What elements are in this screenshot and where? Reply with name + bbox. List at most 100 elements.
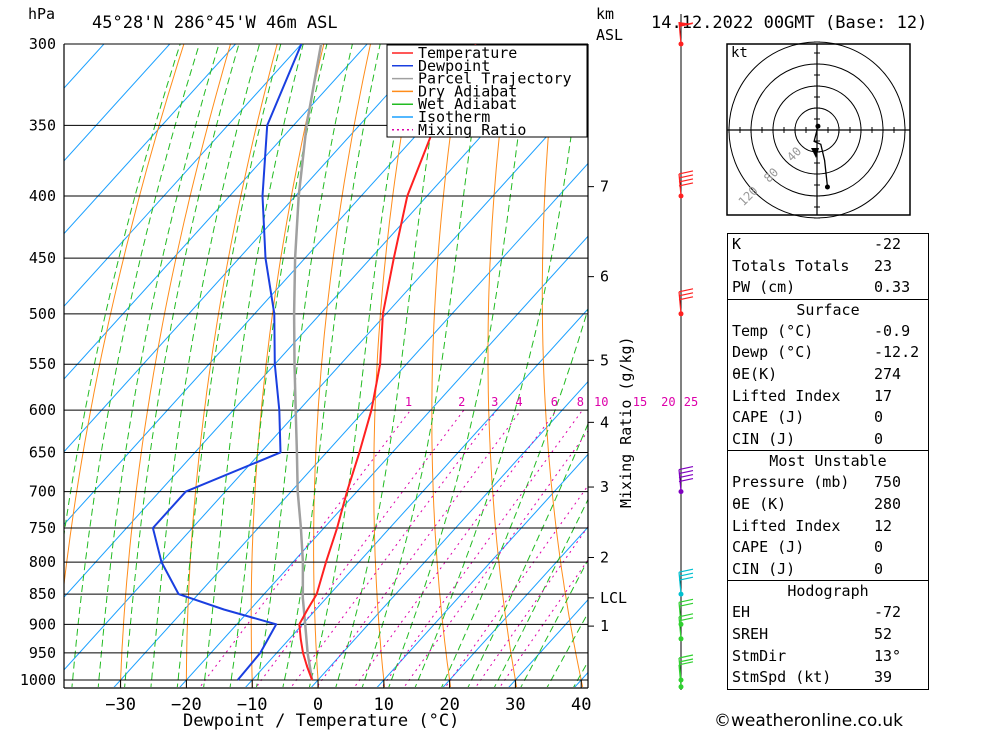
mixing-ratio-line: [290, 409, 498, 687]
index-value: 17: [874, 386, 893, 405]
mixing-ratio-line: [316, 409, 522, 687]
isotherm-line: [64, 44, 171, 162]
surface-title: Surface: [796, 300, 860, 319]
wet-adiabat-line: [308, 44, 412, 687]
dry-adiabat-line: [487, 44, 518, 687]
profiles: [151, 44, 477, 681]
wind-barb-feather: [678, 572, 694, 577]
legend-entry: Temperature: [418, 44, 517, 62]
wind-barb-feather: [678, 576, 694, 581]
index-label: PW (cm): [732, 278, 796, 297]
index-value: 0: [874, 559, 884, 578]
wind-barb-feather: [678, 568, 694, 573]
height-ref-label: ASL: [596, 26, 623, 44]
index-row: PW (cm) 0.33: [728, 277, 928, 299]
legend-entry: Dewpoint: [418, 57, 490, 75]
pressure-tick-label: 950: [29, 644, 56, 662]
wind-barb-feather: [678, 654, 694, 659]
wind-barb-feather: [678, 658, 694, 663]
wind-barb-feather: [678, 477, 694, 483]
index-value: -22: [874, 235, 902, 253]
index-row: EH -72: [728, 602, 928, 624]
isotherm-line: [64, 44, 434, 453]
index-label: Dewp (°C): [732, 343, 814, 362]
wind-barb-feather: [678, 170, 694, 175]
height-tick-label: 5: [600, 351, 609, 369]
wind-barb-feather: [678, 661, 694, 666]
mixing-ratio-label: 2: [458, 395, 465, 409]
pressure-tick-label: 850: [29, 585, 56, 603]
pressure-tick-label: 300: [29, 35, 56, 53]
index-value: -72: [874, 603, 902, 622]
wind-barb-feather: [678, 613, 694, 618]
mixing-ratio-label: 10: [594, 395, 608, 409]
temperature-line: [298, 44, 477, 681]
datetime-title: 14.12.2022 00GMT (Base: 12): [651, 13, 927, 33]
wind-barb-feather: [678, 465, 694, 471]
mixing-ratio-label: 3: [491, 395, 498, 409]
index-value: 13°: [874, 646, 902, 665]
mixing-ratio-label: 15: [633, 395, 647, 409]
index-row: Lifted Index 12: [728, 516, 928, 538]
wet-adiabat-line: [64, 44, 181, 538]
index-row: θE(K) 274: [728, 364, 928, 386]
wind-barb-feather: [678, 469, 694, 475]
index-row: Lifted Index 17: [728, 386, 928, 408]
height-unit-label: km: [596, 5, 614, 23]
index-label: CAPE (J): [732, 538, 805, 557]
index-label: Lifted Index: [732, 386, 841, 405]
index-value: 0: [874, 538, 884, 557]
mixing-ratio-label: 8: [577, 395, 584, 409]
wind-barb-feather: [678, 182, 694, 187]
wet-adiabat-line: [361, 44, 486, 687]
index-value: 23: [874, 256, 893, 275]
dry-adiabat-line: [975, 26, 1000, 690]
height-tick-label: 7: [600, 178, 609, 196]
dry-adiabat-line: [185, 44, 278, 687]
index-value: 39: [874, 668, 893, 687]
dry-adiabat-line: [313, 44, 372, 687]
wet-adiabat-line: [256, 44, 353, 687]
pressure-tick-label: 900: [29, 615, 56, 633]
index-label: K: [732, 235, 742, 253]
index-row: Temp (°C) -0.9: [728, 321, 928, 343]
height-tick-label: 3: [600, 478, 609, 496]
index-label: EH: [732, 603, 751, 622]
x-tick-label: −10: [237, 695, 268, 715]
wet-adiabat-line: [282, 44, 381, 687]
wet-adiabat-line: [97, 44, 220, 687]
mixing-ratio-line: [255, 409, 465, 687]
index-label: StmSpd (kt): [732, 668, 832, 687]
wind-level-dot: [678, 193, 684, 199]
location-title: 45°28'N 286°45'W 46m ASL: [92, 13, 338, 33]
dewpoint-line: [151, 44, 303, 681]
isotherm-line: [64, 44, 368, 380]
pressure-tick-label: 400: [29, 187, 56, 205]
index-label: Pressure (mb): [732, 473, 850, 492]
index-label: θE (K): [732, 494, 787, 513]
index-row: CAPE (J) 0: [728, 407, 928, 429]
hodograph-unit-label: kt: [731, 45, 748, 61]
most-unstable-section: Most Unstable Pressure (mb) 750 θE (K) 280 L…: [728, 451, 928, 582]
wet-adiabat-line: [203, 44, 304, 687]
legend-box: [386, 44, 588, 138]
x-axis-label: Dewpoint / Temperature (°C): [183, 711, 459, 731]
storm-motion-arrow: [811, 148, 819, 158]
isotherm-line: [179, 235, 588, 687]
pressure-tick-label: 1000: [20, 671, 56, 689]
wet-adiabat-line: [124, 44, 240, 687]
index-value: -0.9: [874, 321, 911, 340]
wind-barb-feather: [678, 296, 694, 301]
wind-level-dot: [678, 489, 684, 495]
index-value: -12.2: [874, 343, 920, 362]
dry-adiabat-line: [431, 44, 465, 687]
copyright-footer: ©weatheronline.co.uk: [714, 711, 904, 731]
wet-adiabat-line: [150, 44, 261, 687]
index-row: θE (K) 280: [728, 494, 928, 516]
index-value: 750: [874, 473, 902, 492]
wind-barb-feather: [678, 288, 694, 293]
height-tick-label: LCL: [600, 589, 627, 607]
